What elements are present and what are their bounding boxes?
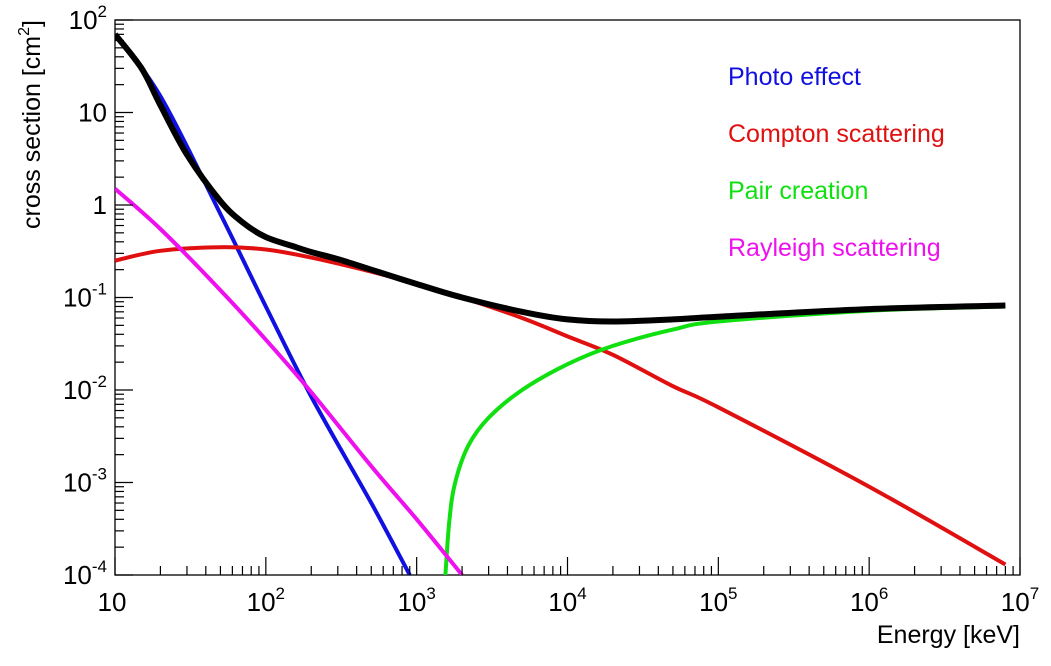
legend-photo-effect: Photo effect — [728, 63, 861, 91]
y-tick-label: 10 — [78, 98, 107, 128]
y-axis-title: cross section [cm2] — [16, 20, 46, 229]
legend-rayleigh-scattering: Rayleigh scattering — [728, 234, 941, 262]
x-tick-label: 105 — [699, 584, 737, 617]
series-line-photo-effect — [115, 33, 412, 575]
x-axis-title: Energy [keV] — [877, 621, 1020, 649]
series-line-compton-scattering — [115, 245, 1007, 567]
x-tick-label: 106 — [850, 584, 888, 617]
plot-frame — [114, 19, 1021, 576]
x-tick-label: 107 — [1001, 584, 1039, 617]
y-tick-label: 102 — [69, 2, 107, 35]
x-tick-label: 10 — [98, 587, 127, 617]
y-tick-label: 1 — [93, 190, 107, 220]
legend-compton-scattering: Compton scattering — [728, 120, 945, 148]
y-tick-label: 10-3 — [63, 465, 107, 498]
x-tick-label: 102 — [247, 584, 285, 617]
series-line-pair-creation — [443, 304, 1006, 575]
y-tick-label: 10-2 — [63, 372, 107, 405]
y-tick-label: 10-4 — [63, 557, 107, 590]
x-tick-label: 104 — [548, 584, 586, 617]
legend-pair-creation: Pair creation — [728, 177, 868, 205]
y-tick-label: 10-1 — [63, 280, 107, 313]
x-tick-label: 103 — [397, 584, 435, 617]
series-line-total — [115, 32, 1006, 325]
series-line-rayleigh-scattering — [115, 187, 464, 575]
